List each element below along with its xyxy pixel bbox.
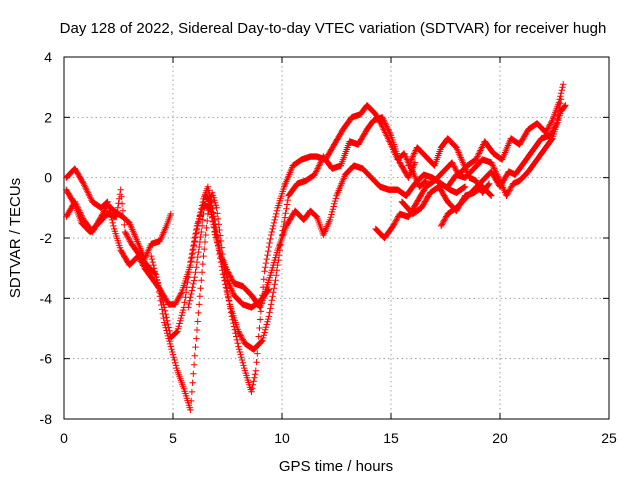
x-tick-label: 5 [169,430,177,446]
series-track [398,183,495,218]
series-track [444,102,569,199]
x-tick-label: 10 [274,430,290,446]
chart-title: Day 128 of 2022, Sidereal Day-to-day VTE… [60,20,607,37]
y-tick-labels: -8 -6 -4 -2 0 2 4 [40,49,53,427]
data-points [63,81,569,414]
y-tick-label: -4 [40,290,53,306]
x-axis-label: GPS time / hours [279,458,393,475]
grid-lines [64,57,609,419]
y-tick-label: -2 [40,230,53,246]
y-tick-label: -8 [40,411,53,427]
y-tick-label: 4 [44,49,52,65]
axis-ticks [63,56,610,420]
x-tick-labels: 0 5 10 15 20 25 [60,430,617,446]
x-tick-label: 20 [492,430,508,446]
series-markers [444,102,569,199]
series-markers [148,102,430,414]
y-axis-label: SDTVAR / TECUs [7,178,24,298]
y-tick-label: 0 [44,170,52,186]
y-tick-label: 2 [44,109,52,125]
y-tick-label: -6 [40,351,53,367]
x-tick-label: 0 [60,430,68,446]
series-markers [398,183,495,218]
x-tick-label: 25 [601,430,617,446]
series-track [148,102,430,414]
x-tick-label: 15 [383,430,399,446]
